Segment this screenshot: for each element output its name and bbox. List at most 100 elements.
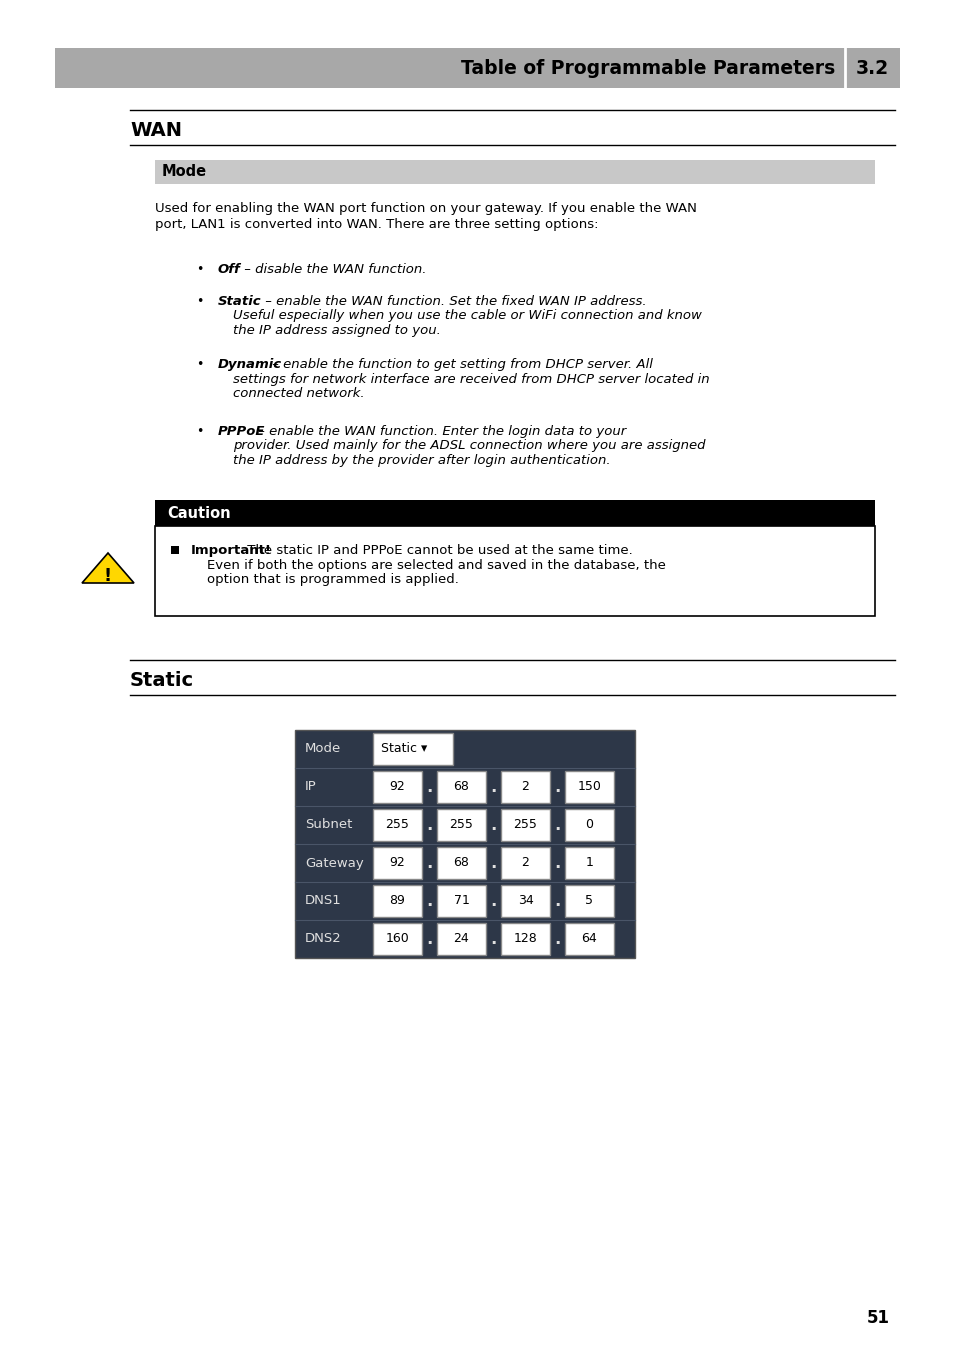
Text: Gateway: Gateway [305, 857, 363, 870]
FancyBboxPatch shape [373, 809, 421, 840]
Text: Useful especially when you use the cable or WiFi connection and know: Useful especially when you use the cable… [233, 309, 701, 322]
Text: .: . [490, 778, 497, 796]
FancyBboxPatch shape [373, 733, 453, 765]
FancyBboxPatch shape [500, 847, 550, 880]
Text: Mode: Mode [305, 742, 341, 755]
Text: •: • [196, 295, 204, 308]
Text: Static: Static [218, 295, 261, 308]
Text: 255: 255 [449, 819, 473, 831]
FancyBboxPatch shape [436, 923, 485, 955]
Text: .: . [490, 816, 497, 834]
Text: DNS2: DNS2 [305, 932, 341, 946]
Text: Table of Programmable Parameters: Table of Programmable Parameters [460, 58, 834, 77]
Text: option that is programmed is applied.: option that is programmed is applied. [207, 573, 458, 585]
FancyBboxPatch shape [154, 500, 874, 526]
Text: .: . [490, 929, 497, 948]
Text: !: ! [104, 567, 112, 585]
Text: 68: 68 [453, 781, 469, 793]
FancyBboxPatch shape [294, 730, 635, 958]
Text: Dynamic: Dynamic [218, 357, 282, 371]
Text: 255: 255 [385, 819, 409, 831]
Text: .: . [490, 892, 497, 911]
Text: 128: 128 [513, 932, 537, 946]
Text: Static: Static [130, 670, 193, 689]
Text: .: . [426, 892, 433, 911]
FancyBboxPatch shape [373, 772, 421, 803]
FancyBboxPatch shape [373, 923, 421, 955]
Text: 2: 2 [521, 857, 529, 870]
Text: port, LAN1 is converted into WAN. There are three setting options:: port, LAN1 is converted into WAN. There … [154, 219, 598, 231]
Text: the IP address assigned to you.: the IP address assigned to you. [233, 324, 440, 337]
Text: the IP address by the provider after login authentication.: the IP address by the provider after log… [233, 455, 610, 467]
Text: The static IP and PPPoE cannot be used at the same time.: The static IP and PPPoE cannot be used a… [243, 544, 632, 557]
Text: Subnet: Subnet [305, 819, 352, 831]
Text: PPPoE: PPPoE [218, 425, 265, 438]
FancyBboxPatch shape [564, 847, 614, 880]
Text: .: . [426, 816, 433, 834]
Text: .: . [554, 892, 560, 911]
Text: 24: 24 [453, 932, 469, 946]
Text: 160: 160 [385, 932, 409, 946]
FancyBboxPatch shape [436, 847, 485, 880]
FancyBboxPatch shape [500, 809, 550, 840]
Text: 89: 89 [389, 894, 405, 908]
Text: – enable the WAN function. Enter the login data to your: – enable the WAN function. Enter the log… [253, 425, 625, 438]
FancyBboxPatch shape [564, 923, 614, 955]
FancyBboxPatch shape [154, 526, 874, 616]
FancyBboxPatch shape [500, 772, 550, 803]
Text: Even if both the options are selected and saved in the database, the: Even if both the options are selected an… [207, 558, 665, 572]
Text: Used for enabling the WAN port function on your gateway. If you enable the WAN: Used for enabling the WAN port function … [154, 202, 696, 214]
Text: 68: 68 [453, 857, 469, 870]
Text: connected network.: connected network. [233, 387, 364, 401]
Text: .: . [426, 778, 433, 796]
Text: 255: 255 [513, 819, 537, 831]
Text: .: . [554, 816, 560, 834]
Text: – enable the function to get setting from DHCP server. All: – enable the function to get setting fro… [268, 357, 652, 371]
FancyBboxPatch shape [154, 161, 874, 183]
FancyBboxPatch shape [564, 885, 614, 917]
Text: – enable the WAN function. Set the fixed WAN IP address.: – enable the WAN function. Set the fixed… [260, 295, 646, 308]
FancyBboxPatch shape [55, 49, 899, 88]
Text: •: • [196, 357, 204, 371]
Text: .: . [426, 929, 433, 948]
FancyBboxPatch shape [564, 772, 614, 803]
FancyBboxPatch shape [500, 923, 550, 955]
FancyBboxPatch shape [436, 772, 485, 803]
Text: Off: Off [218, 263, 240, 277]
FancyBboxPatch shape [500, 885, 550, 917]
Text: .: . [554, 929, 560, 948]
Text: 1: 1 [585, 857, 593, 870]
Polygon shape [82, 553, 133, 583]
FancyBboxPatch shape [171, 546, 179, 554]
Text: •: • [196, 425, 204, 438]
Text: 2: 2 [521, 781, 529, 793]
Text: Mode: Mode [162, 165, 207, 179]
FancyBboxPatch shape [373, 885, 421, 917]
Text: •: • [196, 263, 204, 277]
Text: 92: 92 [389, 857, 405, 870]
Text: .: . [554, 854, 560, 871]
Text: .: . [554, 778, 560, 796]
Text: Important!: Important! [191, 544, 272, 557]
Text: IP: IP [305, 781, 316, 793]
Text: 71: 71 [453, 894, 469, 908]
Text: – disable the WAN function.: – disable the WAN function. [240, 263, 426, 277]
FancyBboxPatch shape [564, 809, 614, 840]
FancyBboxPatch shape [436, 885, 485, 917]
Text: 150: 150 [577, 781, 600, 793]
Text: 34: 34 [517, 894, 533, 908]
Text: settings for network interface are received from DHCP server located in: settings for network interface are recei… [233, 372, 709, 386]
FancyBboxPatch shape [373, 847, 421, 880]
Text: 5: 5 [585, 894, 593, 908]
Text: .: . [426, 854, 433, 871]
Text: .: . [490, 854, 497, 871]
Text: 51: 51 [866, 1309, 889, 1327]
Text: Static ▾: Static ▾ [380, 742, 427, 755]
FancyBboxPatch shape [436, 809, 485, 840]
Text: 64: 64 [581, 932, 597, 946]
Text: 92: 92 [389, 781, 405, 793]
Text: Caution: Caution [167, 506, 231, 521]
Text: 3.2: 3.2 [855, 58, 888, 77]
Text: provider. Used mainly for the ADSL connection where you are assigned: provider. Used mainly for the ADSL conne… [233, 440, 705, 452]
Text: 0: 0 [585, 819, 593, 831]
